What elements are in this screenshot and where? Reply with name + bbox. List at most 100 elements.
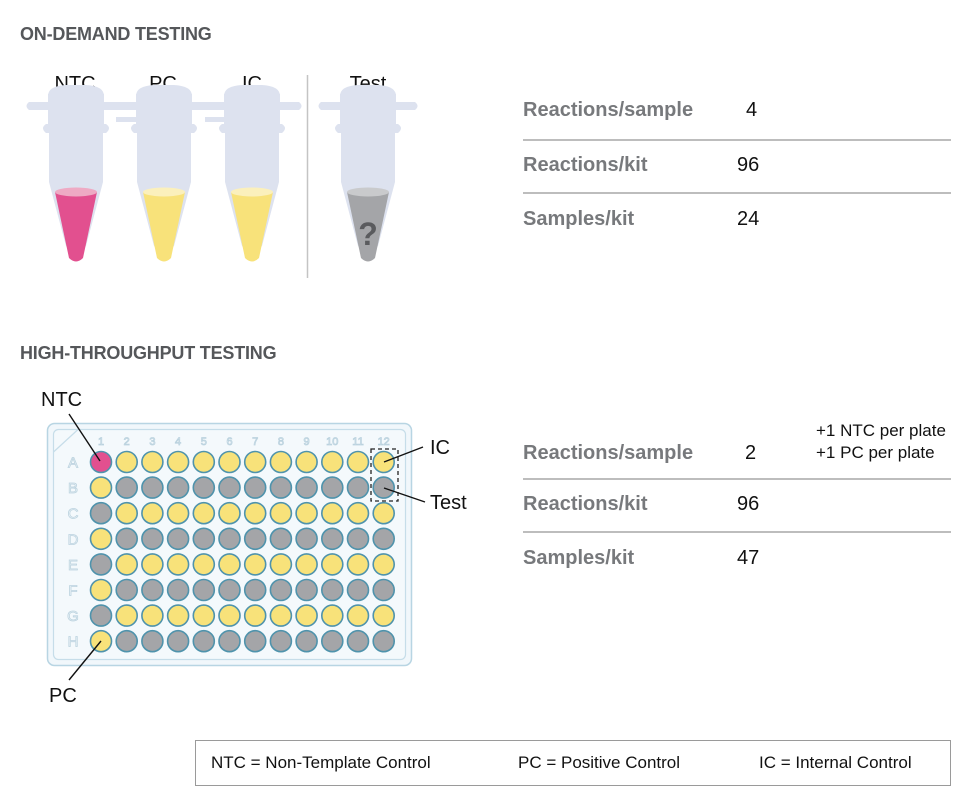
well-F4 <box>166 578 190 602</box>
well-E8 <box>269 553 293 576</box>
well-C12 <box>372 501 396 525</box>
row-label: D <box>68 531 79 548</box>
legend-pc: PC = Positive Control <box>518 753 681 772</box>
column-label: 8 <box>278 436 284 448</box>
well-H4 <box>166 629 190 653</box>
well-D7 <box>243 527 267 551</box>
well-A3 <box>141 450 164 474</box>
well-E7 <box>243 553 267 576</box>
well-F3 <box>141 578 164 602</box>
well-C9 <box>295 501 318 525</box>
stat-row: Reactions/sample 2 +1 NTC per plate +1 P… <box>523 418 951 480</box>
column-label: 5 <box>201 436 207 448</box>
column-label: 10 <box>326 436 338 448</box>
well-F5 <box>192 578 216 602</box>
on-demand-title: ON-DEMAND TESTING <box>20 24 212 44</box>
stat-value: 96 <box>737 493 760 515</box>
well-B2 <box>115 476 138 499</box>
row-label: E <box>68 557 78 574</box>
stat-row: Samples/kit 47 <box>523 533 951 584</box>
well-D10 <box>320 527 344 551</box>
well-D4 <box>166 527 190 551</box>
well-C3 <box>141 501 164 525</box>
well-F9 <box>295 578 318 602</box>
well-A9 <box>295 450 318 474</box>
legend-ic: IC = Internal Control <box>759 753 912 772</box>
high-throughput-title: HIGH-THROUGHPUT TESTING <box>20 343 277 363</box>
well-A1 <box>89 450 113 474</box>
on-demand-stats: Reactions/sample 4 Reactions/kit 96 Samp… <box>523 88 951 245</box>
well-G8 <box>269 604 293 627</box>
well-G7 <box>243 604 267 627</box>
well-A7 <box>243 450 267 474</box>
well-A10 <box>320 450 344 474</box>
row-label: H <box>68 634 79 651</box>
legend-ntc: NTC = Non-Template Control <box>211 753 431 772</box>
well-A6 <box>218 450 241 474</box>
column-label: 4 <box>175 436 181 448</box>
well-B1 <box>89 476 113 499</box>
column-label: 3 <box>149 436 155 448</box>
tube-pc <box>114 85 214 262</box>
stat-note-pc: +1 PC per plate <box>816 443 935 462</box>
well-E12 <box>372 553 396 576</box>
stat-label: Samples/kit <box>523 547 635 569</box>
well-E11 <box>346 553 370 576</box>
well-C6 <box>218 501 241 525</box>
column-label: 1 <box>98 436 104 448</box>
well-E3 <box>141 553 164 576</box>
well-G4 <box>166 604 190 627</box>
well-C4 <box>166 501 190 525</box>
callout-test: Test <box>430 492 467 514</box>
well-H5 <box>192 629 216 653</box>
well-D6 <box>218 527 241 551</box>
stat-label: Reactions/sample <box>523 442 694 464</box>
column-label: 12 <box>378 436 390 448</box>
stat-value: 47 <box>737 547 760 569</box>
stat-row: Reactions/kit 96 <box>523 141 951 194</box>
well-D5 <box>192 527 216 551</box>
well-H10 <box>320 629 344 653</box>
column-label: 11 <box>352 436 363 448</box>
well-B4 <box>166 476 190 499</box>
stat-value: 96 <box>737 154 760 176</box>
row-label: C <box>68 506 79 523</box>
column-label: 9 <box>304 436 310 448</box>
tube-ic <box>202 85 302 262</box>
callout-line-ntc <box>68 413 101 462</box>
well-G6 <box>218 604 241 627</box>
well-B12 <box>372 476 396 499</box>
well-G2 <box>115 604 138 627</box>
stat-label: Reactions/kit <box>523 493 648 515</box>
well-A8 <box>269 450 293 474</box>
well-B9 <box>295 476 318 499</box>
well-D8 <box>269 527 293 551</box>
well-E4 <box>166 553 190 576</box>
well-F1 <box>89 578 113 602</box>
well-H8 <box>269 629 293 653</box>
callout-line-ic <box>383 446 424 463</box>
well-H11 <box>346 629 370 653</box>
column-label: 7 <box>252 436 258 448</box>
well-E9 <box>295 553 318 576</box>
callout-ntc: NTC <box>41 389 83 411</box>
well-E1 <box>89 553 113 576</box>
callout-pc: PC <box>49 685 77 707</box>
well-D1 <box>89 527 113 551</box>
well-A11 <box>346 450 370 474</box>
row-label: F <box>68 583 77 600</box>
well-H2 <box>115 629 138 653</box>
callout-line-test <box>383 487 426 503</box>
callout-line-pc <box>68 640 102 681</box>
well-H3 <box>141 629 164 653</box>
well-D9 <box>295 527 318 551</box>
well-C8 <box>269 501 293 525</box>
well-B6 <box>218 476 241 499</box>
stat-note-ntc: +1 NTC per plate <box>816 421 946 440</box>
well-A2 <box>115 450 138 474</box>
well-C5 <box>192 501 216 525</box>
well-G9 <box>295 604 318 627</box>
well-E10 <box>320 553 344 576</box>
